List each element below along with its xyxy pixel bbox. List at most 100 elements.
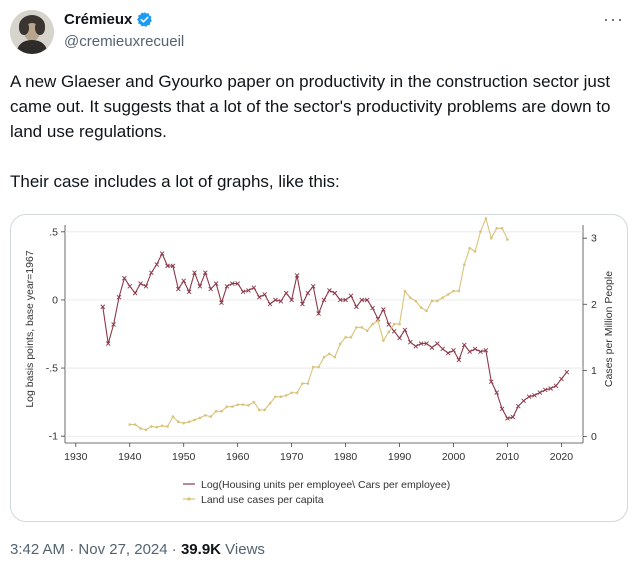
left-tick-label: .5 (49, 226, 58, 238)
series-1-point (219, 300, 224, 305)
series-1-point (267, 301, 273, 307)
series-1-point (100, 304, 106, 310)
series-2-point (484, 217, 488, 220)
series-1-point (278, 298, 284, 304)
legend-label-1: Log(Housing units per employee\ Cars per… (201, 479, 450, 491)
portrait-avatar-icon (10, 10, 54, 54)
series-2-point (333, 355, 337, 359)
series-1-point (375, 316, 381, 322)
right-tick-label: 1 (591, 365, 597, 377)
series-2-point (344, 336, 347, 339)
series-1-point (143, 283, 149, 289)
series-2-point (392, 322, 396, 326)
x-tick-label: 1990 (388, 451, 412, 463)
series-1-point (429, 345, 435, 350)
series-2-point (155, 425, 159, 429)
series-1-point (289, 297, 294, 303)
series-2-point (263, 408, 266, 412)
series-1-point (122, 275, 127, 281)
series-1-point (542, 387, 548, 393)
series-1-point (510, 414, 516, 420)
tweet-text: A new Glaeser and Gyourko paper on produ… (10, 69, 620, 194)
author-handle[interactable]: @cremieuxrecueil (64, 33, 185, 50)
meta-separator-2: · (171, 541, 177, 558)
series-2-point (495, 227, 498, 230)
x-tick-label: 1970 (280, 451, 304, 463)
author-name-row: Crémieux (64, 11, 153, 28)
series-1-point (532, 392, 537, 398)
series-2-point (209, 415, 212, 418)
series-2-point (220, 409, 223, 413)
series-1-point (553, 383, 559, 389)
series-line-2 (129, 216, 508, 431)
series-1-point (526, 394, 532, 399)
x-tick-label: 1980 (334, 451, 358, 463)
series-1-point (186, 289, 192, 295)
author-avatar[interactable] (10, 10, 54, 54)
series-1-point (192, 270, 197, 276)
left-tick-label: -1 (49, 431, 58, 443)
series-2-point (311, 365, 315, 369)
tweet-date[interactable]: Nov 27, 2024 (78, 541, 168, 558)
series-1-point (111, 322, 116, 327)
author-name[interactable]: Crémieux (64, 11, 133, 28)
series-1-point (154, 262, 160, 267)
right-tick-label: 0 (591, 431, 597, 443)
series-2-point (230, 405, 234, 408)
right-axis-label: Cases per Million People (603, 271, 615, 387)
series-2-point (193, 418, 196, 422)
series-2-point (349, 336, 353, 339)
right-axis: 3 2 1 0 (583, 233, 597, 443)
series-2-point (441, 296, 445, 299)
series-2-point (452, 289, 455, 293)
series-1-point (386, 322, 392, 327)
tweet-paragraph-2: Their case includes a lot of graphs, lik… (10, 172, 340, 191)
series-2-point (177, 420, 180, 424)
series-2-point (150, 425, 153, 428)
series-2-point (473, 250, 477, 253)
series-1-point (337, 297, 343, 303)
series-2-point (387, 330, 391, 334)
series-1-point (256, 294, 262, 300)
series-2-point (301, 382, 304, 385)
grid (65, 231, 583, 437)
series-1-point (478, 349, 483, 355)
series-1-point (132, 290, 138, 296)
series-1-point (499, 406, 505, 412)
series-1-point (397, 335, 402, 341)
more-options-icon[interactable]: ··· (603, 9, 624, 29)
right-tick-label: 3 (591, 233, 597, 245)
series-1-point (505, 416, 510, 421)
series-2-point (338, 342, 342, 346)
series-2-point (252, 400, 256, 404)
series-1-point (229, 281, 235, 286)
series-2-point (382, 339, 385, 342)
series-1-point (564, 369, 570, 375)
series-1-point (127, 283, 133, 289)
series-1-point (521, 398, 526, 404)
series-2-point (133, 423, 137, 426)
series-2-point (171, 415, 175, 418)
x-tick-label: 1940 (118, 451, 142, 463)
x-tick-label: 2020 (550, 451, 574, 463)
series-2-point (247, 404, 250, 407)
series-1-point (321, 297, 327, 303)
series-1-point (149, 270, 154, 276)
series-1-point (456, 357, 462, 363)
left-tick-label: 0 (52, 294, 58, 306)
series-2-point (139, 427, 142, 430)
series-1-point (316, 311, 321, 316)
series-2-point (160, 424, 164, 428)
series-1-point (483, 348, 489, 353)
series-1-point (451, 348, 456, 353)
series-1-point (273, 297, 278, 303)
series-2-point (425, 309, 428, 313)
tweet-time[interactable]: 3:42 AM (10, 541, 66, 558)
verified-badge-icon (137, 12, 153, 27)
series-1-point (165, 263, 170, 269)
series-2-point (489, 236, 493, 240)
series-1-point (461, 342, 467, 348)
series-1-point (413, 343, 419, 349)
series-2-point (436, 299, 439, 303)
